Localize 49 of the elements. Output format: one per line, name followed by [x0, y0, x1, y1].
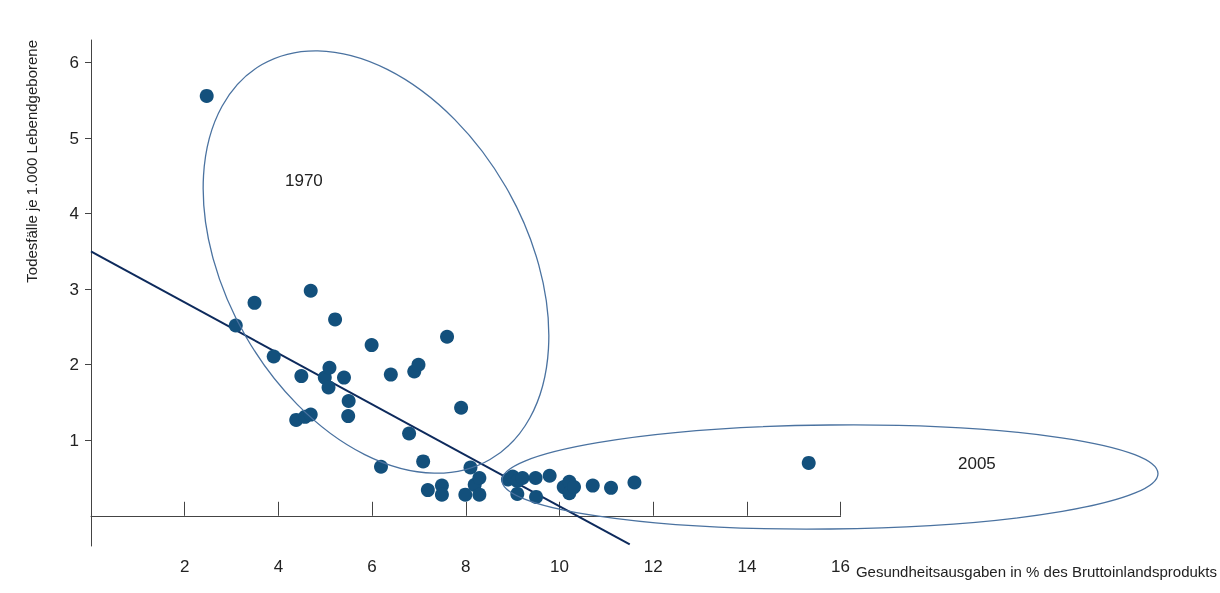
point	[472, 471, 487, 486]
x-axis-title: Gesundheitsausgaben in % des Bruttoinlandsprodukts	[855, 562, 1217, 580]
y-tick-label: 4	[69, 204, 79, 224]
y-tick-label: 6	[69, 53, 79, 73]
y-tick-label: 5	[69, 128, 79, 148]
point	[303, 283, 318, 298]
point	[604, 480, 619, 495]
point	[434, 487, 449, 502]
point	[341, 394, 356, 408]
x-tick-label: 6	[367, 557, 377, 576]
point	[528, 471, 543, 486]
point	[440, 329, 455, 344]
y-axis-title: Todesfälle je 1.000 Lebendgeborene	[23, 40, 40, 283]
point	[472, 487, 487, 502]
point	[411, 357, 426, 372]
y-tick-label: 1	[69, 430, 79, 450]
point	[402, 426, 417, 441]
point	[454, 400, 469, 415]
point	[322, 360, 337, 375]
point	[294, 369, 309, 384]
point	[585, 478, 600, 493]
point	[458, 487, 473, 502]
point	[364, 338, 379, 353]
point	[542, 468, 557, 483]
y-tick-label: 3	[69, 279, 79, 299]
x-tick-label: 12	[643, 557, 663, 576]
point	[420, 483, 435, 498]
x-tick-label: 8	[461, 557, 471, 576]
x-tick-label: 10	[550, 557, 569, 576]
point	[801, 455, 816, 470]
x-tick-label: 16	[831, 557, 851, 576]
y-tick-label: 2	[69, 355, 79, 375]
x-tick-label: 2	[179, 557, 190, 576]
point	[383, 367, 398, 382]
text: 2005	[958, 454, 996, 473]
point	[247, 295, 262, 310]
point	[416, 454, 431, 469]
point	[321, 380, 336, 395]
x-tick-label: 14	[737, 557, 757, 576]
annotation: 1970	[285, 171, 323, 190]
point	[341, 409, 356, 424]
point	[328, 312, 343, 327]
x-tick-label: 4	[273, 557, 284, 576]
point	[266, 349, 281, 364]
point	[337, 370, 351, 385]
point	[374, 459, 388, 474]
point	[199, 88, 214, 103]
point	[627, 475, 642, 490]
point	[529, 489, 544, 504]
